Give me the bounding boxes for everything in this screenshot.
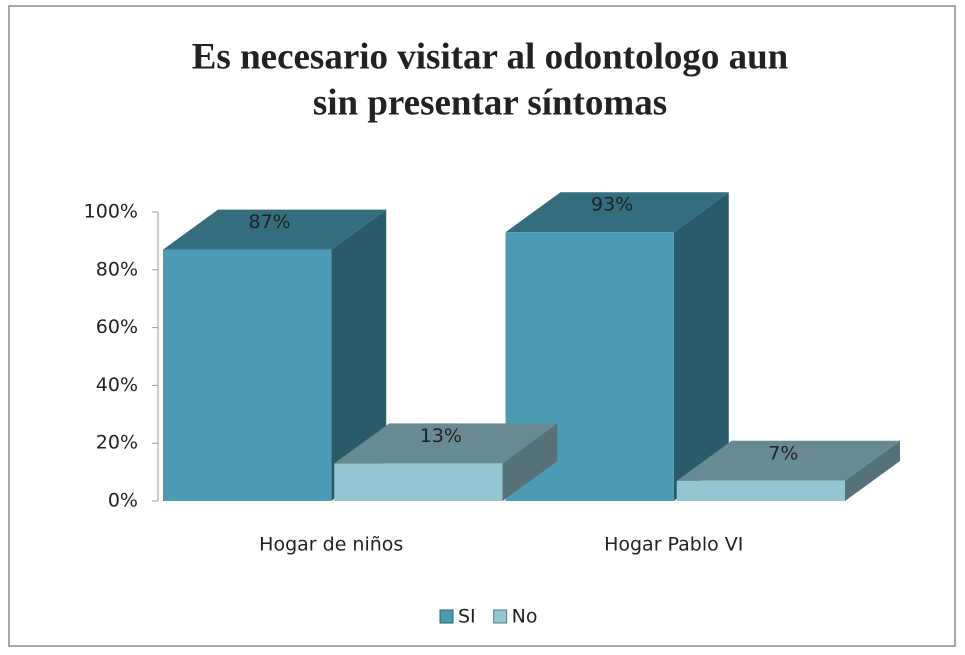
data-label: 13%	[420, 425, 462, 447]
bar	[334, 463, 503, 501]
data-label: 93%	[591, 194, 633, 216]
y-tick-label: 60%	[96, 316, 138, 338]
bar-top	[334, 423, 558, 464]
legend-label: No	[512, 606, 538, 628]
y-tick-label: 40%	[96, 374, 138, 396]
bar	[163, 249, 332, 501]
legend-swatch	[493, 609, 508, 624]
bar-side	[502, 423, 558, 501]
y-tick-label: 0%	[108, 490, 138, 512]
y-tick-label: 80%	[96, 258, 138, 280]
data-label: 87%	[249, 211, 291, 233]
chart-title: Es necesario visitar al odontologo aun	[192, 36, 789, 77]
y-tick-label: 20%	[96, 432, 138, 454]
legend-label: SI	[458, 606, 476, 628]
bar-top	[505, 192, 729, 233]
legend-swatch	[439, 609, 454, 624]
bar-side	[331, 209, 387, 501]
bar-side	[845, 440, 900, 501]
chart-title-line: sin presentar síntomas	[313, 82, 667, 123]
y-tick-label: 100%	[84, 201, 138, 223]
bar-side	[673, 192, 729, 502]
x-tick-label: Hogar Pablo VI	[604, 534, 743, 556]
x-tick-label: Hogar de niños	[259, 534, 403, 556]
bar	[676, 480, 845, 501]
bar-top	[676, 440, 900, 481]
bar-top	[163, 209, 387, 250]
data-label: 7%	[768, 442, 798, 464]
